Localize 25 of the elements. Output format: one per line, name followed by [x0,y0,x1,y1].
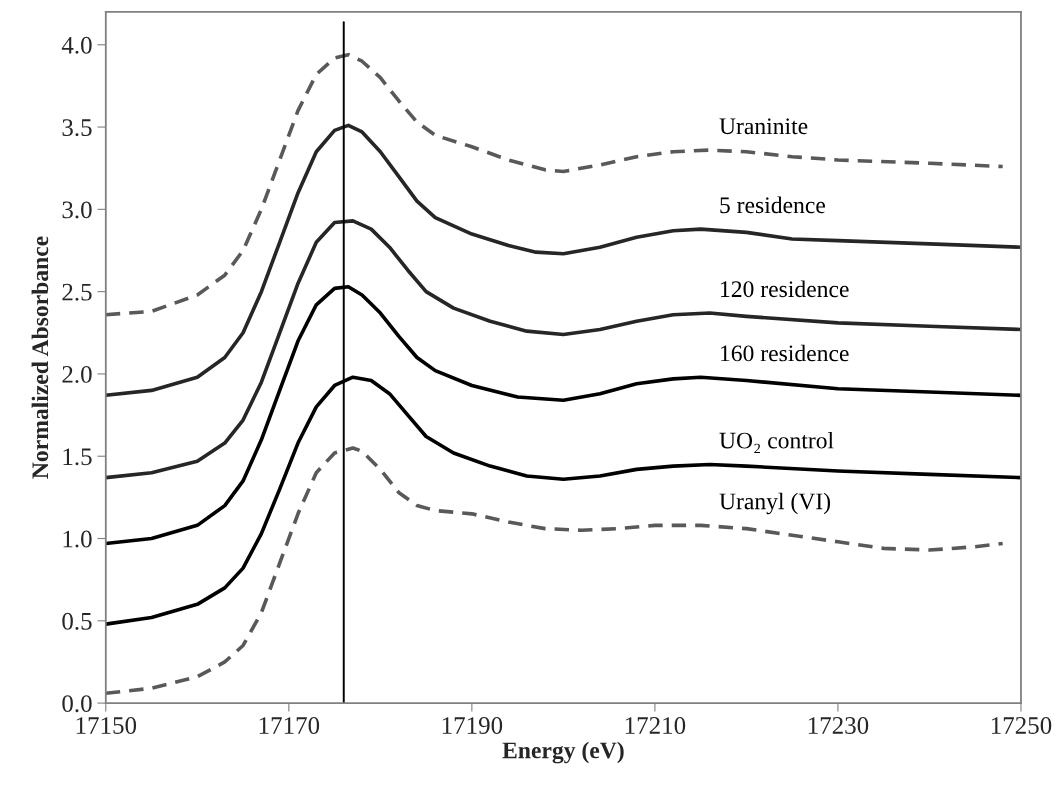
series-label: Uraninite [719,118,808,135]
y-tick-label: 2.5 [62,283,92,301]
line-series [105,52,1005,317]
x-tick-label: 17150 [76,717,137,734]
y-tick-label: 3.5 [62,119,92,137]
x-axis-title: Energy (eV) [502,741,624,764]
y-tick-label: 2.0 [62,365,92,383]
x-tick-label: 17250 [991,717,1052,734]
y-axis-title: Normalized Absorbance [31,236,49,479]
x-tick-label: 17230 [808,717,869,734]
y-tick-label: 3.0 [62,201,92,219]
series-label: Uranyl (VI) [719,492,831,515]
series-label: 120 residence [721,280,849,298]
y-tick-label: 4.0 [61,36,92,54]
series-label: UO₂ control [719,431,834,454]
series-label: 160 residence [721,344,849,362]
line-series [105,219,1021,480]
y-tick-label: 1.5 [63,448,92,466]
y-tick-label: 0.0 [62,695,92,713]
x-tick-label: 17170 [259,717,320,734]
series-label: 5 residence [720,196,825,214]
y-tick-label: 0.5 [62,612,92,630]
x-tick-label: 17190 [442,717,503,734]
y-tick-label: 1.0 [63,530,92,548]
x-tick-label: 17210 [625,717,686,734]
